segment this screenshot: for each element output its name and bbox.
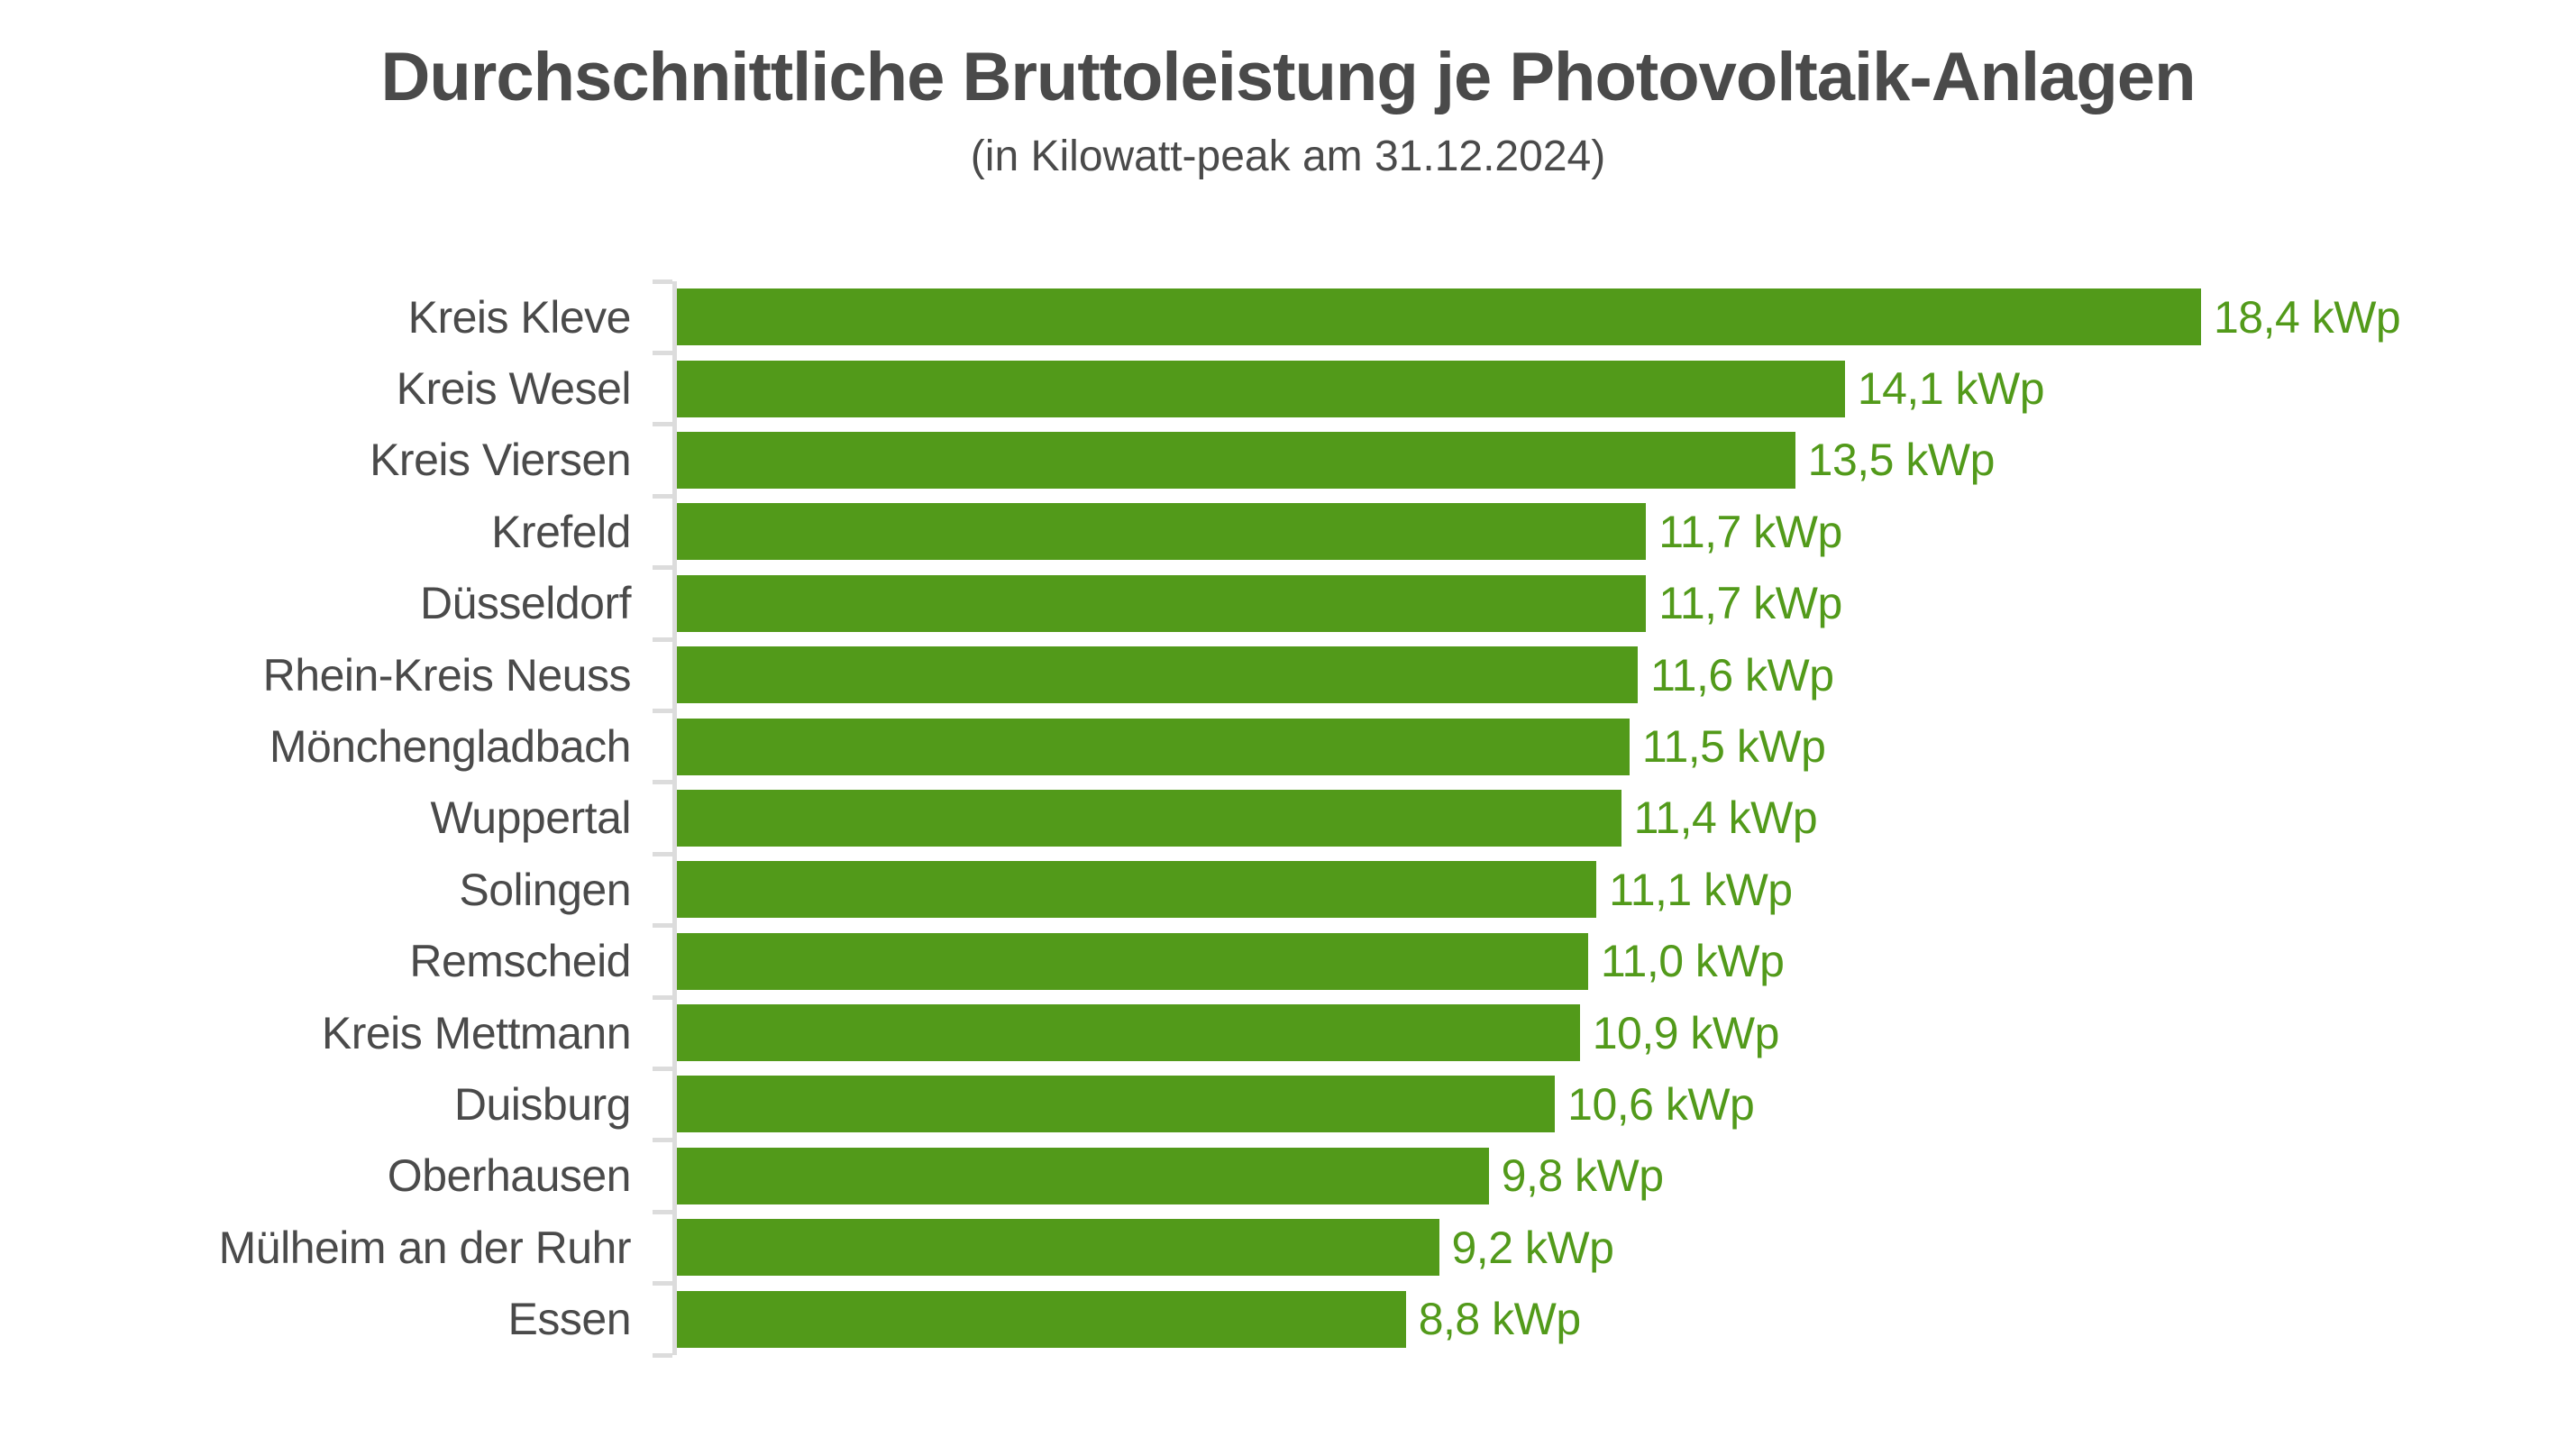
category-label: Duisburg (453, 1078, 632, 1130)
category-label: Kreis Wesel (396, 363, 632, 415)
category-label: Mönchengladbach (269, 721, 632, 773)
chart-row: Duisburg 10,6 kWp (0, 1068, 2576, 1140)
bar (677, 431, 1795, 489)
value-label: 11,6 kWp (1650, 649, 1834, 701)
axis-tick (653, 780, 672, 785)
value-label: 9,2 kWp (1451, 1222, 1614, 1273)
chart-row: Kreis Viersen 13,5 kWp (0, 425, 2576, 496)
value-label: 11,0 kWp (1600, 936, 1785, 987)
bar-track: 10,6 kWp (677, 1076, 2576, 1133)
bar-chart: Kreis Kleve 18,4 kWp Kreis Wesel 14,1 kWp Kr… (0, 279, 2576, 1358)
chart-row: Remscheid 11,0 kWp (0, 926, 2576, 997)
category-label: Wuppertal (430, 792, 632, 844)
y-axis-line (672, 281, 677, 1355)
category-label: Remscheid (409, 936, 631, 987)
page-title: Durchschnittliche Bruttoleistung je Phot… (380, 39, 2196, 115)
bar-track: 11,1 kWp (677, 861, 2576, 919)
value-label: 18,4 kWp (2214, 291, 2401, 343)
bar (677, 288, 2201, 346)
axis-tick (653, 1209, 672, 1214)
chart-row: Oberhausen 9,8 kWp (0, 1140, 2576, 1212)
axis-tick (653, 1138, 672, 1143)
bar-track: 8,8 kWp (677, 1290, 2576, 1348)
bar (677, 1076, 1556, 1133)
axis-tick (653, 708, 672, 713)
bar-track: 11,7 kWp (677, 574, 2576, 632)
bar-track: 11,6 kWp (677, 646, 2576, 704)
category-label: Kreis Viersen (370, 435, 631, 486)
category-label: Kreis Mettmann (321, 1007, 632, 1058)
category-label: Solingen (459, 864, 631, 915)
chart-row: Mülheim an der Ruhr 9,2 kWp (0, 1212, 2576, 1283)
bar (677, 360, 1845, 417)
value-label: 11,1 kWp (1609, 864, 1793, 915)
category-label: Mülheim an der Ruhr (218, 1222, 632, 1273)
bar-track: 13,5 kWp (677, 431, 2576, 489)
chart-row: Krefeld 11,7 kWp (0, 496, 2576, 567)
chart-row: Wuppertal 11,4 kWp (0, 783, 2576, 854)
chart-row: Essen 8,8 kWp (0, 1283, 2576, 1354)
bar (677, 1219, 1439, 1277)
bar (677, 861, 1597, 919)
bar (677, 503, 1647, 561)
value-label: 10,6 kWp (1567, 1078, 1755, 1130)
bar-track: 11,0 kWp (677, 932, 2576, 990)
value-label: 14,1 kWp (1857, 363, 2045, 415)
axis-tick (653, 1066, 672, 1071)
axis-tick (653, 1281, 672, 1287)
axis-tick (653, 493, 672, 499)
axis-tick (653, 565, 672, 571)
axis-tick (653, 1352, 672, 1358)
bar-track: 11,7 kWp (677, 503, 2576, 561)
category-label: Oberhausen (387, 1150, 632, 1202)
chart-row: Solingen 11,1 kWp (0, 854, 2576, 925)
axis-tick (653, 350, 672, 355)
chart-row: Kreis Wesel 14,1 kWp (0, 353, 2576, 424)
chart-row: Kreis Mettmann 10,9 kWp (0, 997, 2576, 1068)
bar (677, 718, 1630, 775)
bar-track: 9,2 kWp (677, 1219, 2576, 1277)
value-label: 11,7 kWp (1658, 578, 1842, 629)
bar (677, 646, 1639, 704)
value-label: 9,8 kWp (1501, 1150, 1664, 1202)
value-label: 11,7 kWp (1658, 506, 1842, 557)
bar-track: 11,5 kWp (677, 718, 2576, 775)
category-label: Essen (507, 1294, 632, 1345)
axis-tick (653, 923, 672, 929)
bar-track: 10,9 kWp (677, 1004, 2576, 1062)
chart-row: Rhein-Kreis Neuss 11,6 kWp (0, 639, 2576, 710)
value-label: 11,5 kWp (1641, 721, 1826, 773)
axis-tick (653, 851, 672, 856)
category-label: Düsseldorf (420, 578, 632, 629)
value-label: 13,5 kWp (1807, 435, 1996, 486)
bar (677, 574, 1647, 632)
bar (677, 1147, 1489, 1204)
bar (677, 1290, 1406, 1348)
chart-row: Mönchengladbach 11,5 kWp (0, 710, 2576, 782)
value-label: 8,8 kWp (1418, 1294, 1581, 1345)
axis-tick (653, 636, 672, 642)
bar (677, 932, 1588, 990)
axis-tick (653, 422, 672, 427)
category-label: Rhein-Kreis Neuss (262, 649, 632, 701)
category-label: Krefeld (491, 506, 631, 557)
bar-track: 11,4 kWp (677, 789, 2576, 847)
bar-track: 18,4 kWp (677, 288, 2576, 346)
bar-track: 14,1 kWp (677, 360, 2576, 417)
chart-row: Kreis Kleve 18,4 kWp (0, 281, 2576, 353)
value-label: 11,4 kWp (1633, 792, 1818, 844)
value-label: 10,9 kWp (1592, 1007, 1780, 1058)
bar (677, 1004, 1580, 1062)
axis-tick (653, 279, 672, 284)
page-subtitle: (in Kilowatt-peak am 31.12.2024) (970, 133, 1606, 180)
chart-row: Düsseldorf 11,7 kWp (0, 568, 2576, 639)
bar-track: 9,8 kWp (677, 1147, 2576, 1204)
axis-tick (653, 994, 672, 1000)
bar (677, 789, 1621, 847)
category-label: Kreis Kleve (407, 291, 632, 343)
